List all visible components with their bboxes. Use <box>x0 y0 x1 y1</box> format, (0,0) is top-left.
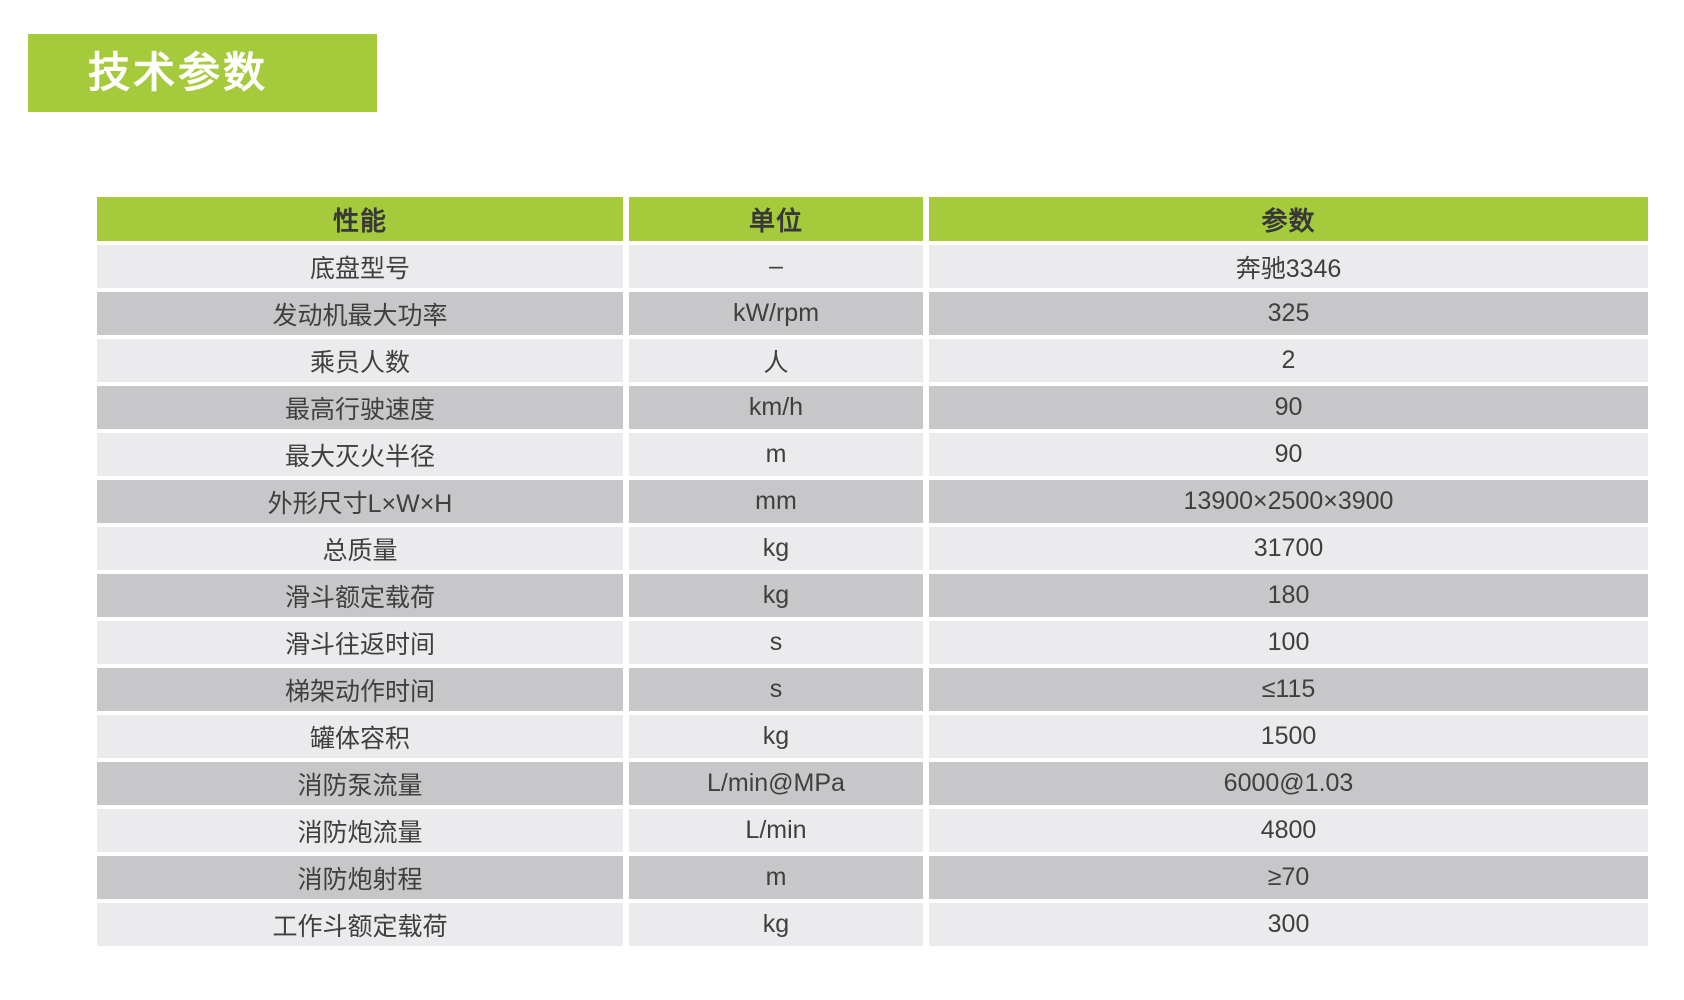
spec-unit-cell: km/h <box>629 386 923 429</box>
spec-name-cell: 总质量 <box>97 527 623 570</box>
table-row: 消防炮流量 L/min 4800 <box>97 809 1648 852</box>
table-row: 乘员人数人 2 <box>97 339 1648 382</box>
table-row: 消防炮射程 m ≥70 <box>97 856 1648 899</box>
spec-unit-cell: s <box>629 668 923 711</box>
spec-unit-cell: m <box>629 856 923 899</box>
table-row: 工作斗额定载荷 kg 300 <box>97 903 1648 946</box>
spec-value-cell: ≥70 <box>929 856 1648 899</box>
spec-unit-cell: kg <box>629 574 923 617</box>
spec-unit-cell: s <box>629 621 923 664</box>
header-performance: 性能 <box>97 197 623 241</box>
spec-name-cell: 乘员人数 <box>97 339 623 382</box>
spec-name-cell: 工作斗额定载荷 <box>97 903 623 946</box>
spec-unit-cell: 人 <box>629 339 923 382</box>
spec-unit-cell: – <box>629 245 923 288</box>
spec-name-cell: 底盘型号 <box>97 245 623 288</box>
spec-name-cell: 消防泵流量 <box>97 762 623 805</box>
spec-value-cell: 325 <box>929 292 1648 335</box>
header-parameter: 参数 <box>929 197 1648 241</box>
spec-name-cell: 消防炮射程 <box>97 856 623 899</box>
spec-name-cell: 滑斗额定载荷 <box>97 574 623 617</box>
spec-value-cell: 2 <box>929 339 1648 382</box>
table-row: 底盘型号 – 奔驰3346 <box>97 245 1648 288</box>
spec-name-cell: 消防炮流量 <box>97 809 623 852</box>
spec-unit-cell: mm <box>629 480 923 523</box>
table-row: 总质量 kg 31700 <box>97 527 1648 570</box>
spec-unit-cell: kg <box>629 715 923 758</box>
spec-unit-cell: kW/rpm <box>629 292 923 335</box>
spec-value-cell: 13900×2500×3900 <box>929 480 1648 523</box>
table-row: 发动机最大功率 kW/rpm 325 <box>97 292 1648 335</box>
spec-table: 性能 单位 参数 底盘型号 – 奔驰3346 发动机最大功率 kW/rpm 325 乘员人数… <box>91 193 1654 950</box>
spec-value-cell: 1500 <box>929 715 1648 758</box>
spec-name-cell: 梯架动作时间 <box>97 668 623 711</box>
spec-unit-cell: kg <box>629 527 923 570</box>
spec-value-cell: 180 <box>929 574 1648 617</box>
table-row: 罐体容积 kg 1500 <box>97 715 1648 758</box>
section-title: 技术参数 <box>88 49 269 96</box>
table-row: 最大灭火半径 m 90 <box>97 433 1648 476</box>
spec-name-cell: 发动机最大功率 <box>97 292 623 335</box>
spec-value-cell: 4800 <box>929 809 1648 852</box>
header-unit: 单位 <box>629 197 923 241</box>
spec-value-cell: 奔驰3346 <box>929 245 1648 288</box>
table-row: 滑斗往返时间 s 100 <box>97 621 1648 664</box>
spec-unit-cell: L/min@MPa <box>629 762 923 805</box>
spec-value-cell: 100 <box>929 621 1648 664</box>
spec-value-cell: 90 <box>929 433 1648 476</box>
spec-value-cell: 300 <box>929 903 1648 946</box>
table-row: 滑斗额定载荷 kg 180 <box>97 574 1648 617</box>
table-header-row: 性能 单位 参数 <box>97 197 1648 241</box>
table-row: 外形尺寸L×W×H mm 13900×2500×3900 <box>97 480 1648 523</box>
spec-value-cell: ≤115 <box>929 668 1648 711</box>
spec-unit-cell: kg <box>629 903 923 946</box>
spec-unit-cell: m <box>629 433 923 476</box>
spec-value-cell: 90 <box>929 386 1648 429</box>
table-row: 梯架动作时间 s ≤115 <box>97 668 1648 711</box>
spec-name-cell: 最大灭火半径 <box>97 433 623 476</box>
spec-unit-cell: L/min <box>629 809 923 852</box>
spec-name-cell: 外形尺寸L×W×H <box>97 480 623 523</box>
spec-value-cell: 31700 <box>929 527 1648 570</box>
spec-value-cell: 6000@1.03 <box>929 762 1648 805</box>
table-row: 最高行驶速度 km/h 90 <box>97 386 1648 429</box>
spec-name-cell: 罐体容积 <box>97 715 623 758</box>
spec-name-cell: 滑斗往返时间 <box>97 621 623 664</box>
table-row: 消防泵流量 L/min@MPa 6000@1.03 <box>97 762 1648 805</box>
spec-name-cell: 最高行驶速度 <box>97 386 623 429</box>
section-title-banner: 技术参数 <box>28 34 377 112</box>
